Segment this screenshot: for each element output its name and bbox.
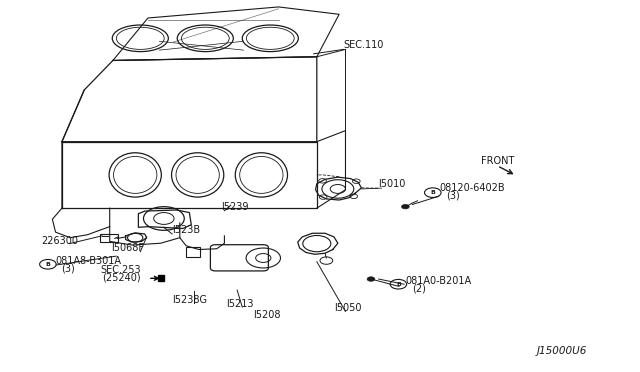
Text: B: B xyxy=(430,190,435,195)
Circle shape xyxy=(401,205,409,209)
Text: l5010: l5010 xyxy=(379,179,406,189)
Text: l5208: l5208 xyxy=(253,310,280,320)
Text: l5239: l5239 xyxy=(221,202,249,212)
Text: FRONT: FRONT xyxy=(481,156,514,166)
Text: J15000U6: J15000U6 xyxy=(537,346,587,356)
Text: 226300: 226300 xyxy=(42,236,79,246)
Text: (25240): (25240) xyxy=(102,273,141,283)
Text: (3): (3) xyxy=(446,191,460,201)
Text: B: B xyxy=(396,282,401,287)
Text: (3): (3) xyxy=(61,263,75,273)
Text: B: B xyxy=(45,262,51,267)
Text: l5213: l5213 xyxy=(226,299,253,309)
Text: (2): (2) xyxy=(412,283,426,293)
Text: l523B: l523B xyxy=(172,225,200,235)
Text: SEC.253: SEC.253 xyxy=(100,265,141,275)
Text: l5068F: l5068F xyxy=(111,243,144,253)
Text: l5238G: l5238G xyxy=(172,295,207,305)
Text: 08120-6402B: 08120-6402B xyxy=(440,183,506,193)
Text: 081A0-B201A: 081A0-B201A xyxy=(405,276,472,286)
Circle shape xyxy=(367,277,375,281)
Text: 081A8-B301A: 081A8-B301A xyxy=(55,256,121,266)
Text: SEC.110: SEC.110 xyxy=(344,40,384,50)
Text: l5050: l5050 xyxy=(334,304,362,313)
